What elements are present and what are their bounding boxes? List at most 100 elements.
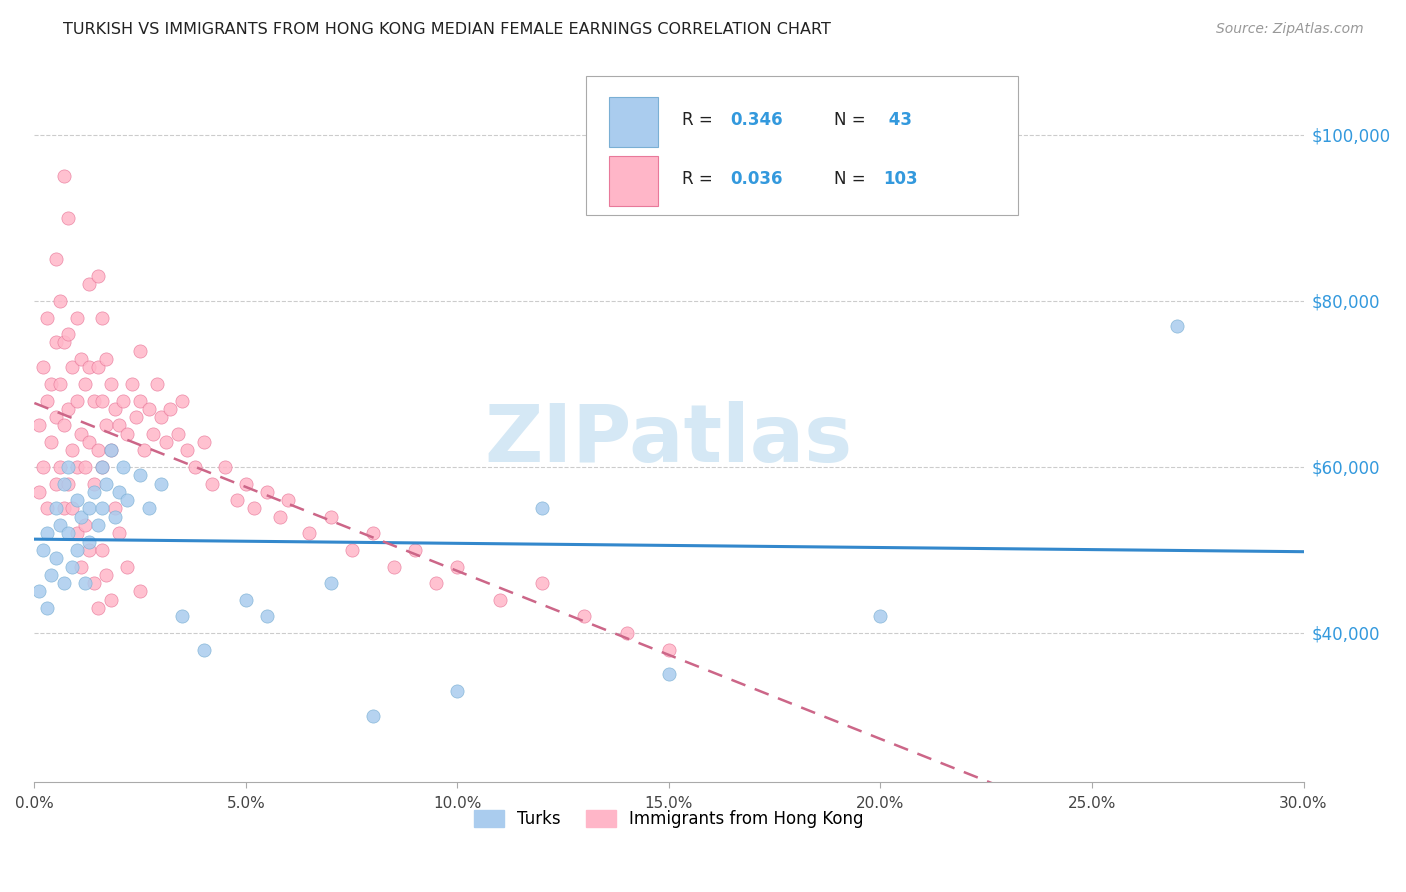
Point [91,459,114,474]
Bar [609,97,658,147]
Point [83,476,105,491]
Point [58,211,80,225]
Point [58,476,80,491]
Point [58,401,80,416]
Text: N =: N = [834,111,870,129]
Point [53,335,76,350]
Point [382,559,405,574]
Point [62,443,84,458]
Point [146,376,169,391]
Point [129,393,152,408]
Point [66,526,89,541]
Point [49,518,72,533]
Point [108,418,131,433]
Point [96,418,118,433]
Point [75,459,97,474]
Point [531,501,554,516]
Point [319,576,342,591]
Point [39,435,62,450]
Point [83,484,105,499]
Point [658,642,681,657]
Text: Source: ZipAtlas.com: Source: ZipAtlas.com [1216,22,1364,37]
Point [1166,318,1188,333]
Point [117,559,139,574]
Point [44,551,66,566]
Point [44,476,66,491]
Point [96,476,118,491]
Point [39,567,62,582]
Point [79,501,101,516]
Point [91,543,114,558]
Point [31,459,53,474]
Point [269,509,291,524]
Point [87,518,110,533]
Point [79,534,101,549]
Point [70,559,93,574]
Point [104,501,127,516]
Point [58,526,80,541]
Point [361,709,384,723]
Point [172,393,194,408]
Point [193,435,215,450]
Point [616,626,638,640]
Point [91,393,114,408]
Point [134,443,156,458]
Point [96,567,118,582]
Point [201,476,224,491]
Point [150,410,173,425]
Point [53,169,76,184]
Point [172,609,194,624]
Point [62,360,84,375]
Point [44,252,66,267]
Point [277,493,299,508]
Point [256,484,278,499]
Point [138,501,160,516]
Point [66,459,89,474]
Point [53,476,76,491]
Point [53,576,76,591]
Point [70,352,93,367]
Point [100,376,122,391]
Point [159,401,181,416]
Point [129,343,152,358]
Point [176,443,198,458]
Point [91,310,114,325]
Point [112,459,135,474]
Point [488,592,510,607]
Point [235,476,257,491]
Point [44,410,66,425]
Point [214,459,236,474]
Bar [609,156,658,206]
Text: 0.036: 0.036 [730,170,782,188]
Point [138,401,160,416]
Point [31,543,53,558]
Point [79,277,101,292]
Point [100,443,122,458]
Point [66,493,89,508]
Point [129,468,152,483]
Point [117,426,139,441]
Point [91,459,114,474]
Point [53,418,76,433]
Point [39,376,62,391]
Point [27,484,49,499]
Point [869,609,891,624]
Point [100,443,122,458]
Point [298,526,321,541]
Point [184,459,207,474]
Point [87,360,110,375]
Point [75,518,97,533]
Point [108,526,131,541]
Point [35,310,58,325]
Point [49,459,72,474]
Text: N =: N = [834,170,870,188]
Point [235,592,257,607]
Point [70,509,93,524]
Point [87,601,110,615]
Point [31,360,53,375]
Point [62,501,84,516]
Legend: Turks, Immigrants from Hong Kong: Turks, Immigrants from Hong Kong [467,803,870,835]
Point [49,293,72,308]
Point [129,584,152,599]
Point [75,376,97,391]
